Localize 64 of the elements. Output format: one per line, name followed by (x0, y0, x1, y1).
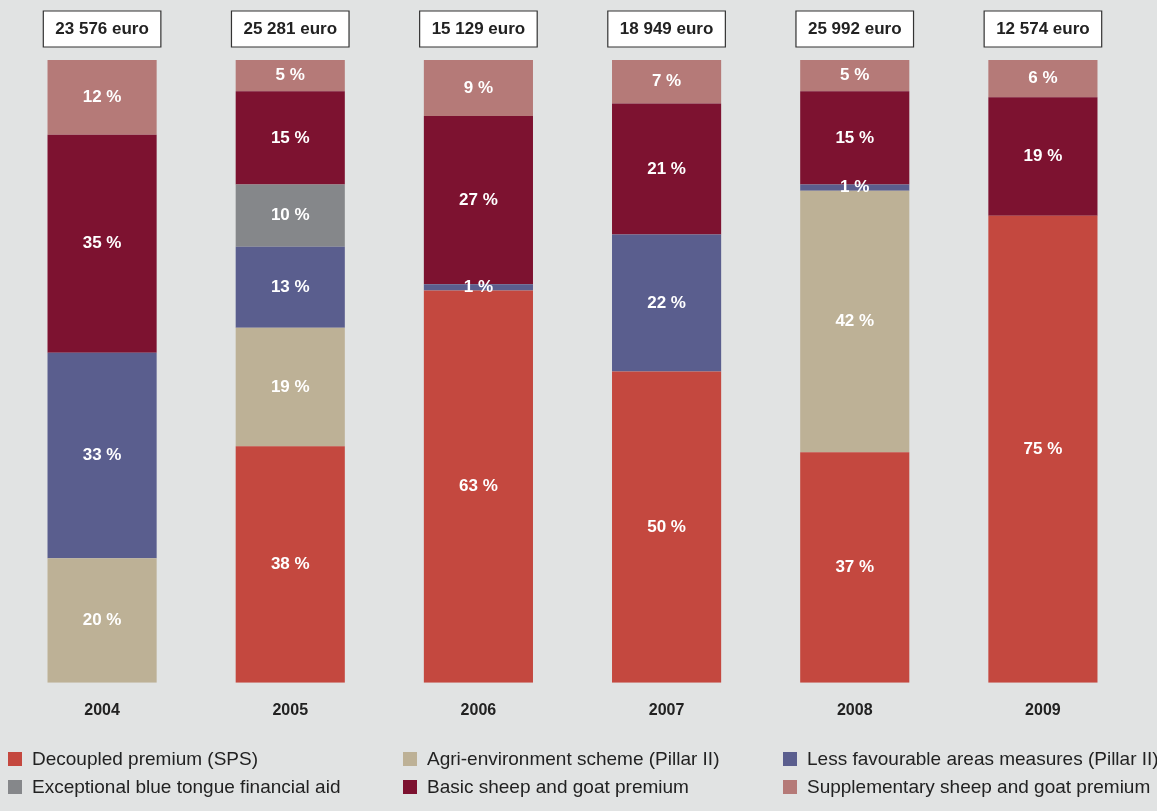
text: 25 281 euro (243, 18, 338, 38)
x-tick-label: 2008 (836, 700, 873, 718)
bar (235, 60, 345, 92)
bar (235, 327, 345, 447)
x-tick-label: 2009 (1025, 700, 1061, 718)
data-label: 22 % (647, 292, 686, 312)
bar (235, 91, 345, 185)
data-label: 15 % (270, 127, 310, 147)
x-tick-label: 2004 (84, 700, 120, 718)
data-label: 27 % (459, 189, 498, 209)
data-label: 37 % (835, 557, 875, 577)
legend-label: Supplementary sheep and goat premium (807, 776, 1151, 798)
bar (612, 234, 722, 372)
bar (800, 60, 910, 92)
data-label: 33 % (82, 445, 122, 465)
bar (235, 246, 345, 328)
data-label: 7 % (651, 71, 682, 91)
bar (235, 184, 345, 247)
data-label: 6 % (1028, 68, 1058, 88)
data-label: 5 % (840, 65, 870, 85)
bar (47, 352, 157, 559)
data-label: 19 % (1023, 146, 1063, 166)
legend-label: Exceptional blue tongue financial aid (32, 776, 341, 798)
bar (988, 97, 1098, 216)
legend-label: Agri-environment scheme (Pillar II) (427, 748, 720, 770)
text: 18 949 euro (619, 18, 714, 38)
bar (47, 558, 157, 683)
data-label: 13 % (270, 277, 310, 297)
data-label: 15 % (835, 127, 875, 147)
x-tick-label: 2006 (460, 700, 497, 718)
data-label: 38 % (270, 554, 310, 574)
bar (47, 60, 157, 135)
bar (423, 290, 533, 683)
bar (988, 60, 1098, 98)
bar (800, 452, 910, 683)
text: 25 992 euro (807, 18, 902, 38)
data-label: 20 % (82, 610, 122, 630)
legend-label: Less favourable areas measures (Pillar II) (807, 748, 1157, 770)
bar (235, 446, 345, 683)
data-label: 10 % (270, 205, 310, 225)
data-label: 5 % (275, 65, 305, 85)
data-label: 19 % (270, 376, 310, 396)
x-tick-label: 2007 (648, 700, 685, 718)
x-tick-label: 2005 (272, 700, 309, 718)
legend-label: Decoupled premium (SPS) (32, 748, 258, 770)
data-label: 50 % (647, 516, 686, 536)
bar (47, 134, 157, 353)
bar (612, 103, 722, 235)
data-label: 42 % (835, 311, 875, 331)
text: 15 129 euro (431, 18, 526, 38)
text: 23 576 euro (55, 18, 149, 38)
data-label: 9 % (463, 77, 494, 97)
bar (423, 60, 533, 117)
data-label: 12 % (82, 87, 122, 107)
text: 12 574 euro (996, 18, 1090, 38)
bar (988, 215, 1098, 683)
data-label: 63 % (459, 476, 498, 496)
data-label: 75 % (1023, 438, 1063, 458)
bar (612, 371, 722, 683)
data-label: 21 % (647, 158, 686, 178)
legend-label: Basic sheep and goat premium (427, 776, 689, 798)
data-label: 35 % (82, 233, 122, 253)
bar (612, 60, 722, 104)
bar (800, 190, 910, 453)
